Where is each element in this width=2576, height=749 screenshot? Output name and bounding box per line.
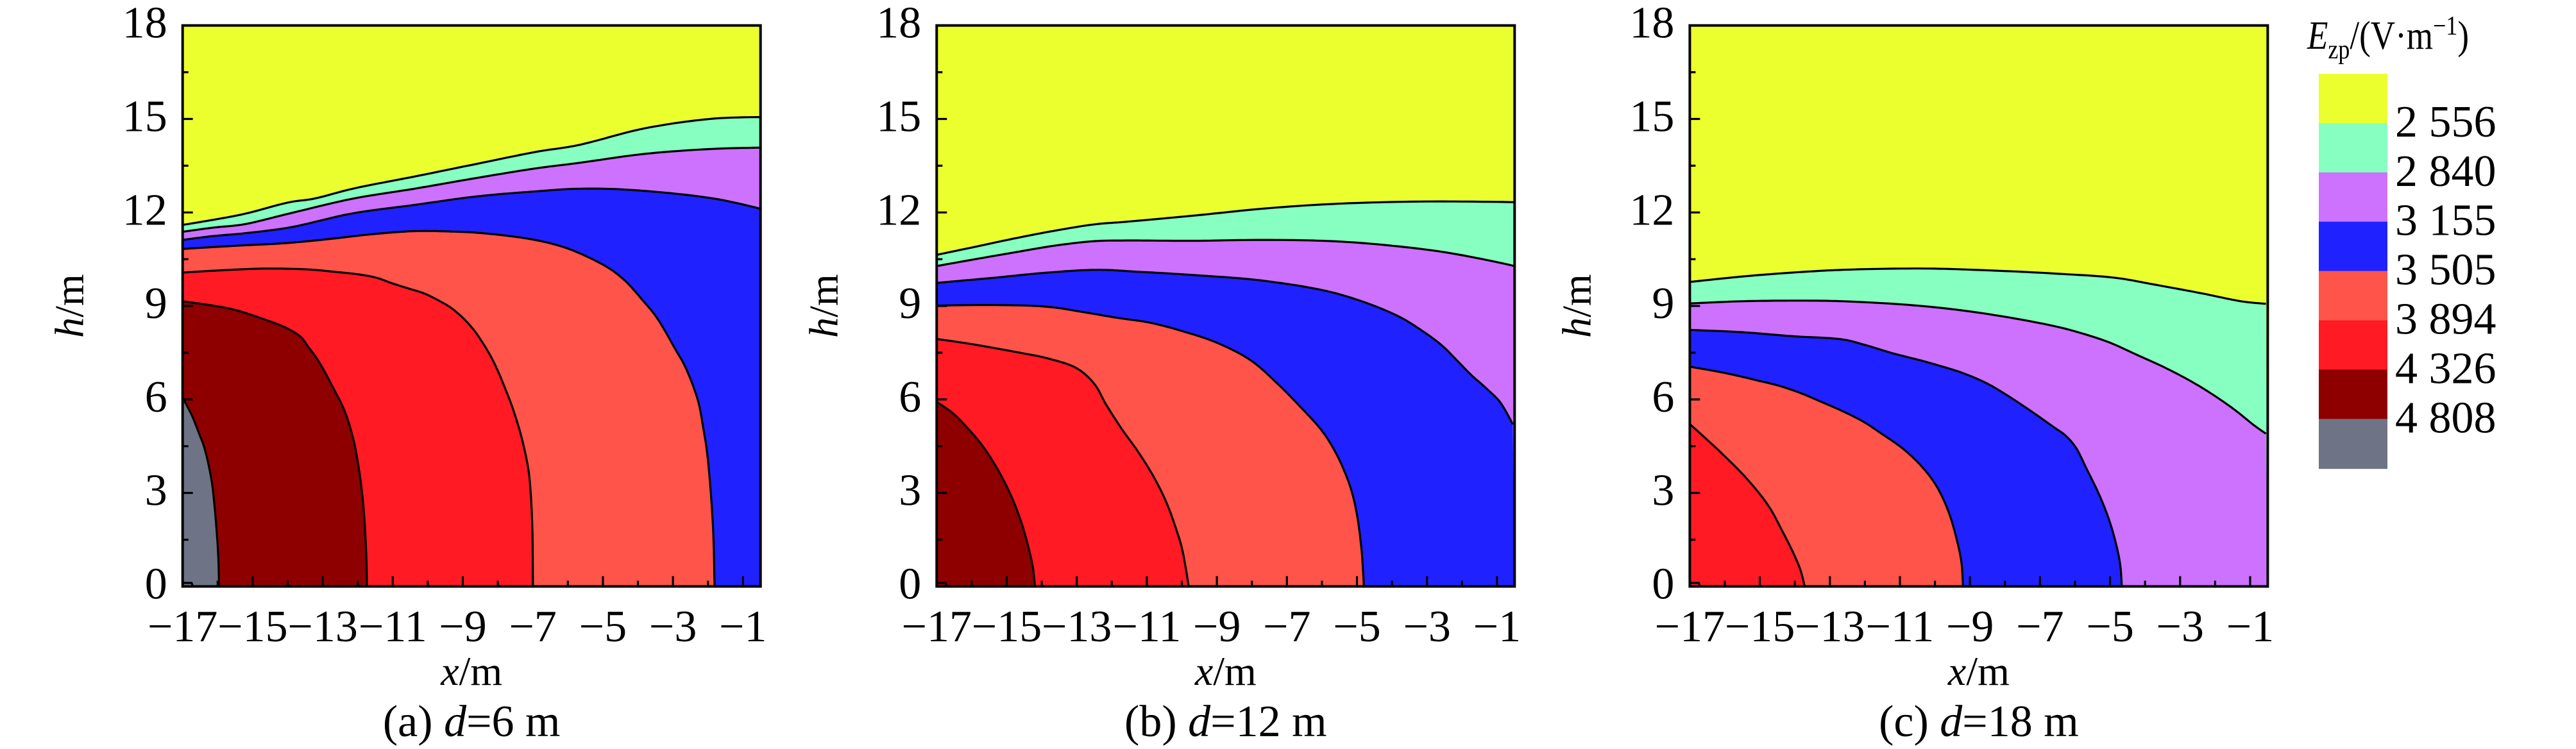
svg-text:2 556: 2 556 [2395, 97, 2496, 147]
svg-text:−3: −3 [649, 602, 697, 652]
svg-text:2 840: 2 840 [2395, 147, 2496, 196]
svg-text:3: 3 [899, 466, 921, 516]
svg-text:12: 12 [876, 185, 921, 235]
svg-text:3: 3 [145, 466, 167, 516]
svg-text:−15: −15 [217, 602, 287, 652]
svg-text:9: 9 [1652, 279, 1674, 328]
svg-text:(b) d=12 m: (b) d=12 m [1124, 697, 1327, 746]
svg-text:−7: −7 [2016, 602, 2063, 652]
svg-text:3 894: 3 894 [2395, 295, 2496, 344]
svg-text:−3: −3 [2157, 602, 2204, 652]
svg-text:(c) d=18 m: (c) d=18 m [1879, 697, 2079, 746]
svg-text:−17: −17 [1655, 602, 1725, 652]
svg-text:12: 12 [123, 185, 167, 235]
svg-text:3: 3 [1652, 466, 1674, 516]
svg-text:−17: −17 [902, 602, 972, 652]
svg-text:18: 18 [1629, 0, 1674, 48]
svg-text:6: 6 [145, 373, 167, 422]
svg-text:−1: −1 [2226, 602, 2274, 652]
svg-text:15: 15 [1629, 92, 1674, 142]
svg-text:−9: −9 [1193, 602, 1241, 652]
svg-text:18: 18 [876, 0, 921, 48]
svg-text:−13: −13 [1795, 602, 1865, 652]
svg-text:9: 9 [899, 279, 921, 328]
svg-text:−5: −5 [1333, 602, 1380, 652]
svg-text:−5: −5 [2086, 602, 2133, 652]
svg-text:−17: −17 [148, 602, 217, 652]
svg-text:3 505: 3 505 [2395, 246, 2496, 295]
svg-text:x/m: x/m [1194, 648, 1257, 694]
svg-text:15: 15 [123, 92, 167, 142]
svg-text:9: 9 [145, 279, 167, 328]
svg-text:−11: −11 [1112, 602, 1181, 652]
svg-text:−13: −13 [287, 602, 357, 652]
svg-text:−9: −9 [439, 602, 486, 652]
svg-text:3 155: 3 155 [2395, 196, 2496, 246]
svg-text:(a) d=6 m: (a) d=6 m [383, 697, 561, 746]
svg-text:−13: −13 [1042, 602, 1112, 652]
svg-text:−7: −7 [509, 602, 556, 652]
svg-text:15: 15 [876, 92, 921, 142]
svg-text:h/m: h/m [801, 274, 846, 338]
svg-text:−15: −15 [1725, 602, 1795, 652]
svg-text:h/m: h/m [47, 274, 92, 338]
svg-text:x/m: x/m [440, 648, 502, 694]
svg-text:0: 0 [899, 560, 921, 609]
svg-text:0: 0 [145, 560, 167, 609]
svg-text:−11: −11 [359, 602, 427, 652]
svg-text:−11: −11 [1866, 602, 1935, 652]
svg-text:h/m: h/m [1554, 274, 1599, 338]
svg-text:6: 6 [899, 373, 921, 422]
svg-text:4 326: 4 326 [2395, 344, 2496, 393]
svg-text:−5: −5 [579, 602, 627, 652]
svg-text:−9: −9 [1946, 602, 1994, 652]
svg-text:−15: −15 [972, 602, 1042, 652]
svg-text:18: 18 [123, 0, 167, 48]
svg-text:4 808: 4 808 [2395, 393, 2496, 442]
svg-text:−3: −3 [1403, 602, 1450, 652]
svg-text:−7: −7 [1263, 602, 1310, 652]
svg-text:0: 0 [1652, 560, 1674, 609]
svg-text:12: 12 [1629, 185, 1674, 235]
svg-text:Ezp/(V·m−1): Ezp/(V·m−1) [2307, 12, 2469, 65]
svg-text:−1: −1 [1473, 602, 1521, 652]
svg-text:6: 6 [1652, 373, 1674, 422]
svg-text:−1: −1 [719, 602, 767, 652]
svg-text:x/m: x/m [1947, 648, 2010, 694]
